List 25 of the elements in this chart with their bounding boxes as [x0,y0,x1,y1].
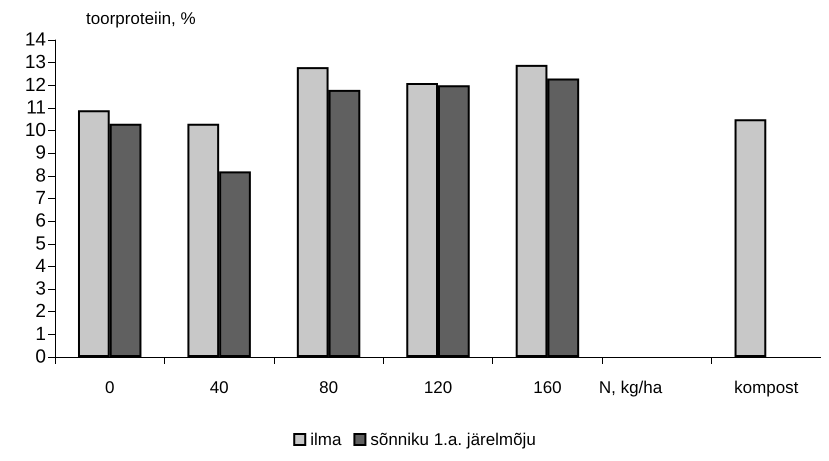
y-tick-label: 0 [35,346,46,368]
x-tick-label: 40 [210,378,229,397]
y-tick-label: 3 [35,278,46,300]
x-tick-label: 0 [104,378,114,397]
y-tick-label: 2 [35,301,46,322]
y-tick-label: 14 [24,30,46,50]
y-tick-label: 8 [35,165,46,186]
y-tick-label: 4 [35,256,46,277]
y-tick-label: 6 [35,210,46,232]
legend-label: ilma [310,430,342,449]
x-axis-title: N, kg/ha [598,378,663,397]
y-tick-label: 13 [24,52,46,74]
x-tick-label: kompost [734,378,799,397]
x-tick-label: 80 [319,378,338,397]
y-axis-title: toorproteiin, % [86,9,196,28]
y-tick-label: 1 [35,324,46,345]
y-tick-label: 10 [24,120,46,142]
x-tick-label: 120 [424,378,452,397]
x-tick-label: 160 [533,378,562,397]
y-tick-label: 7 [35,188,46,209]
y-tick-label: 12 [24,74,46,96]
y-tick-label: 9 [35,142,46,164]
y-tick-label: 5 [35,233,46,254]
legend-label: sõnniku 1.a. järelmõju [370,430,536,449]
y-tick-label: 11 [26,97,46,118]
